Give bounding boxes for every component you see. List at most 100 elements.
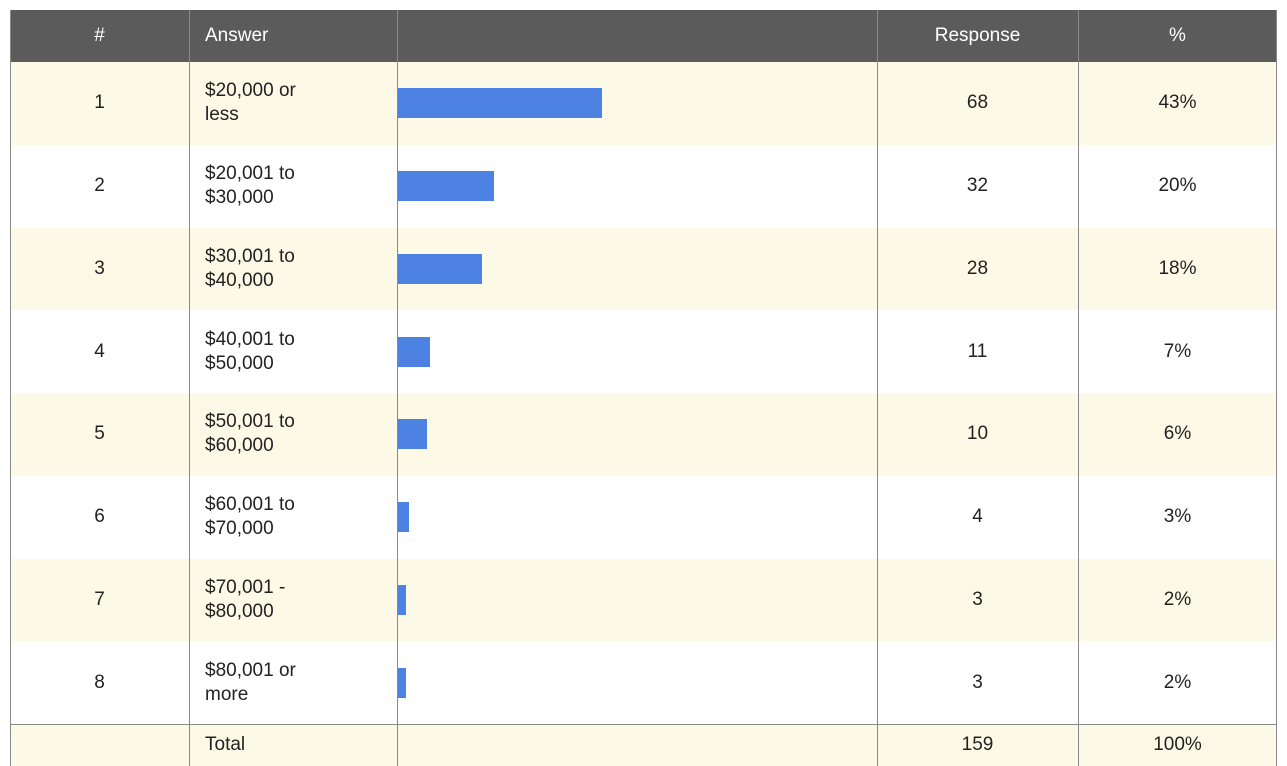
cell-text: 3 [94,257,105,279]
row-number: 3 [10,227,189,311]
row-answer: $20,001 to $30,000 [189,144,397,228]
bar [397,584,407,615]
cell-text: 3 [972,588,983,610]
bar-cell [397,310,877,393]
header-cell: Response [877,10,1078,62]
row-percent: 6% [1078,393,1277,476]
cell-text: # [94,25,105,46]
bar [397,88,603,119]
row-answer: $50,001 to $60,000 [189,393,397,476]
row-response: 32 [877,144,1078,228]
column-border [877,10,878,766]
row-answer: $40,001 to $50,000 [189,310,397,393]
cell-text: 32 [966,175,989,197]
row-number: 5 [10,393,189,476]
row-number: 4 [10,310,189,393]
row-number: 7 [10,558,189,642]
total-number [10,724,189,766]
header-cell: Answer [189,10,397,62]
row-answer: $60,001 to $70,000 [189,475,397,559]
cell-text: Response [934,25,1021,46]
row-response: 3 [877,641,1078,724]
bar [397,336,431,367]
total-percent: 100% [1078,724,1277,766]
header-cell: # [10,10,189,62]
row-response: 10 [877,393,1078,476]
cell-text: 2% [1163,671,1192,693]
cell-text: $20,001 to $30,000 [205,163,295,209]
bar-cell [397,393,877,476]
cell-text: $40,001 to $50,000 [205,328,295,374]
total-bar-cell [397,724,877,766]
cell-text: 6% [1163,423,1192,445]
cell-text: $80,001 or more [205,659,296,705]
cell-text: 4 [972,506,983,528]
cell-text: 4 [94,340,105,362]
cell-text: 3% [1163,506,1192,528]
bar [397,502,410,533]
cell-text: $20,000 or less [205,80,296,126]
cell-text: 11 [967,340,988,362]
row-response: 28 [877,227,1078,311]
row-percent: 7% [1078,310,1277,393]
cell-text: 68 [966,92,989,114]
cell-text: 100% [1153,734,1202,755]
column-border [1078,10,1079,766]
bar [397,667,407,698]
row-response: 4 [877,475,1078,559]
cell-text: Total [205,734,246,755]
bar [397,171,494,202]
total-border [10,724,1277,725]
bar-cell [397,641,877,724]
bar-cell [397,558,877,642]
row-number: 1 [10,62,189,145]
row-number: 2 [10,144,189,228]
header-cell: % [1078,10,1277,62]
row-response: 3 [877,558,1078,642]
cell-text: 8 [94,671,105,693]
cell-text: 159 [961,734,994,755]
column-border [189,10,190,766]
results-table: # Answer Response% 1 $20,000 or less 68 43% 2 $2… [10,10,1277,766]
cell-text: $30,001 to $40,000 [205,245,295,291]
row-percent: 18% [1078,227,1277,311]
row-number: 6 [10,475,189,559]
row-percent: 43% [1078,62,1277,145]
cell-text: Answer [205,25,269,46]
row-answer: $20,000 or less [189,62,397,145]
row-answer: $30,001 to $40,000 [189,227,397,311]
cell-text: % [1169,25,1186,46]
row-percent: 3% [1078,475,1277,559]
bar-cell [397,475,877,559]
cell-text: 5 [94,423,105,445]
row-percent: 2% [1078,558,1277,642]
cell-text: $50,001 to $60,000 [205,411,295,457]
cell-text: 28 [966,257,989,279]
cell-text: 2 [94,175,105,197]
total-response: 159 [877,724,1078,766]
cell-text: 2% [1163,588,1192,610]
cell-text: $60,001 to $70,000 [205,494,295,540]
column-border [397,10,398,766]
column-border [10,10,11,766]
cell-text: 7% [1163,340,1192,362]
cell-text: 6 [94,506,105,528]
row-answer: $70,001 - $80,000 [189,558,397,642]
bar [397,419,428,450]
cell-text: 20% [1158,175,1197,197]
cell-text: 43% [1158,92,1197,114]
row-percent: 20% [1078,144,1277,228]
cell-text: $70,001 - $80,000 [205,576,286,622]
row-response: 11 [877,310,1078,393]
row-response: 68 [877,62,1078,145]
cell-text: 3 [972,671,983,693]
row-number: 8 [10,641,189,724]
bar [397,253,482,284]
cell-text: 18% [1158,257,1197,279]
column-border [1276,10,1277,766]
cell-text: 7 [94,588,105,610]
cell-text: 1 [94,92,105,114]
row-answer: $80,001 or more [189,641,397,724]
cell-text: 10 [966,423,989,445]
